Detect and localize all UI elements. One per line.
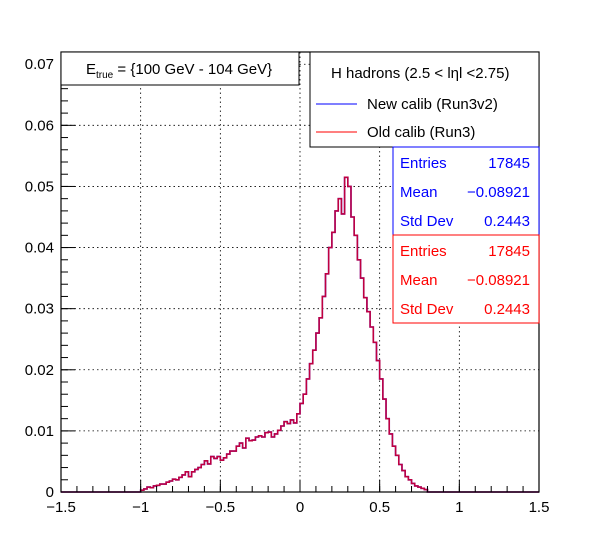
stats-box-old-calib: Entries 17845 Mean −0.08921 Std Dev 0.24… xyxy=(392,234,540,324)
x-tick-label: 0.5 xyxy=(369,499,390,516)
stats-entries-label: Entries xyxy=(400,243,447,260)
y-tick-label: 0.02 xyxy=(25,362,54,379)
legend-label-new-calib: New calib (Run3v2) xyxy=(367,96,498,113)
y-tick-label: 0.04 xyxy=(25,240,54,257)
stats-stddev-label: Std Dev xyxy=(400,301,454,318)
axis-tick-labels: −1.5 −1 −0.5 0 0.5 1 1.5 0 0.01 0.02 0.03 0.04 0.05 0… xyxy=(25,56,550,516)
y-tick-label: 0.05 xyxy=(25,178,54,195)
energy-range-subscript: true xyxy=(96,70,114,81)
x-tick-label: −1.5 xyxy=(46,499,76,516)
stats-mean-value: −0.08921 xyxy=(467,272,530,289)
histogram-old-calib xyxy=(61,176,539,493)
axis-ticks xyxy=(60,51,540,493)
stats-entries-value: 17845 xyxy=(488,155,530,172)
y-tick-label: 0.07 xyxy=(25,56,54,73)
legend-label-old-calib: Old calib (Run3) xyxy=(367,124,475,141)
energy-range-label: Etrue = {100 GeV - 104 GeV} xyxy=(86,61,272,81)
stats-entries-label: Entries xyxy=(400,155,447,172)
stats-mean-label: Mean xyxy=(400,184,438,201)
legend-header: H hadrons (2.5 < lηl <2.75) xyxy=(331,65,509,82)
x-tick-label: 0 xyxy=(296,499,304,516)
stats-stddev-label: Std Dev xyxy=(400,213,454,230)
stats-mean-label: Mean xyxy=(400,272,438,289)
legend: H hadrons (2.5 < lηl <2.75) New calib (R… xyxy=(309,51,540,148)
energy-range-box: Etrue = {100 GeV - 104 GeV} xyxy=(60,51,300,86)
x-tick-label: 1 xyxy=(455,499,463,516)
stats-entries-value: 17845 xyxy=(488,243,530,260)
y-tick-label: 0.01 xyxy=(25,423,54,440)
stats-mean-value: −0.08921 xyxy=(467,184,530,201)
stats-stddev-value: 0.2443 xyxy=(484,301,530,318)
energy-range-suffix: = {100 GeV - 104 GeV} xyxy=(113,61,272,78)
histogram-series xyxy=(61,176,539,493)
x-tick-label: −1 xyxy=(132,499,149,516)
x-tick-label: 1.5 xyxy=(529,499,550,516)
y-tick-label: 0 xyxy=(46,484,54,501)
x-tick-label: −0.5 xyxy=(206,499,236,516)
y-tick-label: 0.06 xyxy=(25,117,54,134)
stats-box-new-calib: Entries 17845 Mean −0.08921 Std Dev 0.24… xyxy=(392,146,540,236)
stats-stddev-value: 0.2443 xyxy=(484,213,530,230)
energy-range-prefix: E xyxy=(86,61,96,78)
y-tick-label: 0.03 xyxy=(25,301,54,318)
